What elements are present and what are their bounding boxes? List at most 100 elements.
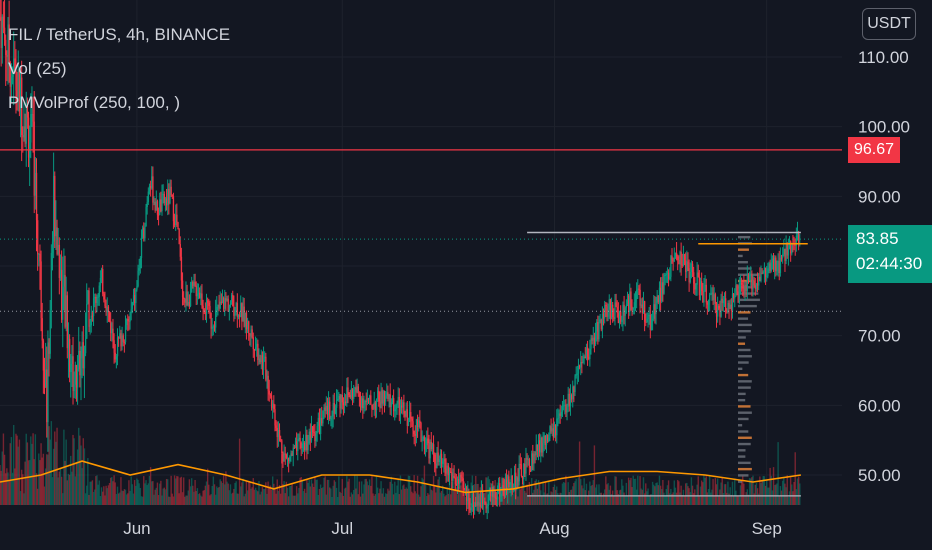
profile-bar-14 xyxy=(738,392,746,396)
volume-bar-68 xyxy=(76,449,79,505)
volume-bar-666 xyxy=(759,476,761,505)
candle-body-692 xyxy=(788,241,791,250)
profile-bar-29 xyxy=(738,298,760,302)
volume-bar-578 xyxy=(658,475,661,505)
volume-bar-118 xyxy=(133,480,136,505)
volume-bar-19 xyxy=(20,469,23,505)
currency-button[interactable]: USDT xyxy=(862,8,916,40)
volume-profile-label[interactable]: PMVolProf (250, 100, ) xyxy=(8,93,180,112)
volume-bar-613 xyxy=(698,495,701,505)
candle-body-291 xyxy=(331,416,333,419)
volume-bar-290 xyxy=(330,488,332,505)
volume-bar-635 xyxy=(723,484,726,505)
symbol-title[interactable]: FIL / TetherUS, 4h, BINANCE xyxy=(8,25,231,44)
volume-bar-186 xyxy=(211,486,213,505)
candle-body-642 xyxy=(731,293,734,311)
candle-body-638 xyxy=(727,302,729,312)
volume-bar-624 xyxy=(711,489,713,505)
candle-body-249 xyxy=(283,453,285,462)
volume-bar-615 xyxy=(700,480,703,505)
candle-body-463 xyxy=(527,459,529,461)
volume-indicator-label[interactable]: Vol (25) xyxy=(8,59,67,78)
candle-body-681 xyxy=(776,270,778,272)
candle-body-173 xyxy=(196,293,199,297)
candle-body-143 xyxy=(162,193,164,195)
volume-bar-379 xyxy=(431,490,434,505)
volume-bar-608 xyxy=(692,493,695,505)
candle-body-13 xyxy=(14,58,16,71)
candle-body-183 xyxy=(208,302,210,306)
candle-body-608 xyxy=(693,272,695,284)
time-axis[interactable]: Jun Jul Aug Sep xyxy=(123,519,782,538)
candle-body-426 xyxy=(485,503,487,509)
volume-bar-489 xyxy=(557,493,559,505)
volume-bar-262 xyxy=(298,487,300,505)
candle-body-587 xyxy=(669,276,671,279)
candle-body-637 xyxy=(726,311,728,313)
volume-bar-340 xyxy=(387,488,389,505)
volume-bar-129 xyxy=(146,485,148,505)
volume-bar-365 xyxy=(415,493,418,505)
candle-body-520 xyxy=(592,337,594,341)
volume-bar-52 xyxy=(58,471,61,505)
candle-body-554 xyxy=(631,306,633,310)
volume-bar-493 xyxy=(561,483,564,505)
candle-body-323 xyxy=(367,398,370,400)
candle-body-205 xyxy=(233,306,235,316)
candle-body-456 xyxy=(519,464,521,466)
price-axis[interactable]: 50.00 60.00 70.00 90.00 100.00 110.00 xyxy=(858,48,910,485)
volume-bar-177 xyxy=(201,496,203,505)
candle-body-327 xyxy=(372,408,374,410)
volume-bar-192 xyxy=(218,486,220,505)
volume-bar-318 xyxy=(362,493,364,505)
volume-bar-305 xyxy=(347,481,349,505)
volume-bar-323 xyxy=(367,485,370,505)
volume-bar-86 xyxy=(97,484,99,505)
volume-bar-697 xyxy=(794,452,796,505)
volume-bar-188 xyxy=(213,484,216,505)
volume-bar-510 xyxy=(581,485,583,505)
candle-body-519 xyxy=(591,338,593,341)
candle-body-261 xyxy=(297,439,299,452)
volume-bar-383 xyxy=(436,486,438,505)
volume-bar-139 xyxy=(157,495,160,505)
volume-bar-400 xyxy=(455,487,458,505)
volume-bar-95 xyxy=(107,485,110,505)
volume-bar-413 xyxy=(470,482,472,505)
candle-body-578 xyxy=(658,287,661,303)
volume-bar-0 xyxy=(0,465,1,505)
candle-body-306 xyxy=(348,392,350,396)
volume-bar-138 xyxy=(156,482,159,505)
profile-bar-39 xyxy=(738,235,751,239)
volume-bar-271 xyxy=(308,479,310,505)
volume-bar-509 xyxy=(580,479,582,505)
volume-bar-266 xyxy=(302,491,305,505)
candle-body-364 xyxy=(414,434,416,436)
volume-bar-663 xyxy=(755,483,758,505)
candle-body-333 xyxy=(379,401,381,409)
volume-bar-197 xyxy=(224,484,226,505)
candle-body-680 xyxy=(775,257,777,272)
volume-bar-130 xyxy=(147,483,150,505)
volume-bar-475 xyxy=(541,495,543,505)
volume-bar-237 xyxy=(269,485,272,505)
volume-bar-217 xyxy=(246,490,249,505)
candle-body-656 xyxy=(747,275,750,280)
candle-body-360 xyxy=(410,412,412,419)
volume-bar-670 xyxy=(763,476,766,505)
candle-body-192 xyxy=(218,304,220,309)
candle-body-217 xyxy=(246,321,249,330)
candle-body-307 xyxy=(349,395,351,398)
volume-bar-480 xyxy=(546,493,549,505)
profile-bar-22 xyxy=(738,342,746,345)
candle-body-575 xyxy=(655,302,657,315)
candle-body-394 xyxy=(448,471,451,476)
candle-body-668 xyxy=(761,272,763,274)
candle-body-556 xyxy=(633,302,636,309)
candle-body-137 xyxy=(155,201,158,211)
volume-bar-359 xyxy=(408,475,411,505)
candle-body-527 xyxy=(600,319,602,330)
volume-bar-586 xyxy=(667,480,670,505)
candle-body-572 xyxy=(652,318,654,320)
